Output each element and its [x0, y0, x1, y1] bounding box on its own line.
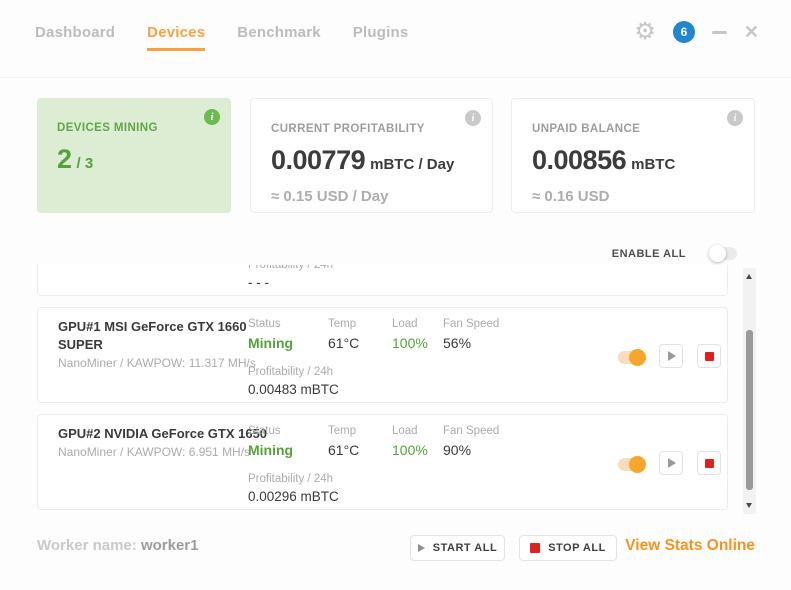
notification-badge[interactable]: 6	[672, 21, 695, 43]
unpaid-balance-unit: mBTC	[631, 156, 676, 173]
view-stats-online-link[interactable]: View Stats Online	[625, 537, 755, 554]
toggle-knob	[709, 245, 726, 262]
device-name: GPU#1 MSI GeForce GTX 1660 SUPER	[58, 319, 247, 352]
devices-mining-total: / 3	[76, 155, 94, 172]
title-bar: Dashboard Devices Benchmark Plugins ⚙ 6 …	[0, 0, 791, 78]
play-icon	[417, 544, 425, 552]
scrollbar-thumb[interactable]	[746, 330, 753, 490]
device-stop-button[interactable]	[697, 344, 721, 368]
info-icon[interactable]: i	[204, 109, 220, 125]
fan-speed-label: Fan Speed	[443, 425, 500, 437]
tab-devices[interactable]: Devices	[147, 24, 206, 51]
tab-dashboard[interactable]: Dashboard	[35, 24, 116, 41]
device-enable-toggle[interactable]	[618, 456, 646, 473]
profit-label: Profitability / 24h	[248, 265, 334, 271]
fan-speed-value: 56%	[443, 335, 472, 351]
stop-icon	[704, 351, 714, 361]
profitability-fiat: ≈ 0.15 USD / Day	[271, 188, 389, 205]
device-start-button[interactable]	[659, 344, 683, 368]
start-all-button[interactable]: START ALL	[410, 535, 505, 561]
device-row-partial: Profitability / 24h - - -	[37, 265, 728, 296]
scroll-up-icon[interactable]	[746, 274, 752, 279]
device-miner-info: NanoMiner / KAWPOW: 6.951 MH/s	[58, 445, 251, 459]
enable-all-toggle[interactable]	[709, 245, 737, 262]
status-value: Mining	[248, 442, 294, 458]
temp-value: 61°C	[328, 442, 360, 458]
tab-plugins[interactable]: Plugins	[352, 24, 409, 41]
play-icon	[668, 351, 676, 361]
profit-label: Profitability / 24h	[248, 473, 334, 485]
card-label: DEVICES MINING	[57, 122, 158, 134]
profit-value: - - -	[248, 275, 269, 290]
status-label: Status	[248, 425, 281, 437]
fan-speed-value: 90%	[443, 442, 472, 458]
enable-all-label: ENABLE ALL	[611, 248, 686, 260]
stop-all-button[interactable]: STOP ALL	[519, 535, 617, 561]
scrollbar[interactable]	[743, 268, 756, 514]
card-label: UNPAID BALANCE	[532, 123, 641, 135]
profitability-value: 0.00779	[271, 145, 366, 175]
close-icon[interactable]: ✕	[743, 22, 759, 42]
device-row-gpu1: GPU#1 MSI GeForce GTX 1660 SUPER NanoMin…	[37, 307, 728, 403]
worker-name: Worker name: worker1	[37, 537, 198, 554]
stop-icon	[704, 458, 714, 468]
footer: Worker name: worker1 START ALL STOP ALL …	[0, 518, 791, 590]
load-value: 100%	[392, 335, 428, 351]
toggle-knob	[629, 456, 646, 473]
worker-name-label: Worker name:	[37, 537, 137, 554]
device-miner-info: NanoMiner / KAWPOW: 11.317 MH/s	[58, 356, 256, 370]
load-label: Load	[392, 318, 418, 330]
stop-icon	[530, 543, 541, 553]
play-icon	[668, 458, 676, 468]
device-list: Profitability / 24h - - - GPU#1 MSI GeFo…	[0, 265, 740, 516]
temp-value: 61°C	[328, 335, 360, 351]
device-name: GPU#2 NVIDIA GeForce GTX 1650	[58, 426, 268, 441]
load-label: Load	[392, 425, 418, 437]
scroll-down-icon[interactable]	[746, 503, 752, 508]
stop-all-label: STOP ALL	[548, 542, 606, 554]
toggle-knob	[629, 349, 646, 366]
profitability-card: i CURRENT PROFITABILITY 0.00779 mBTC / D…	[250, 98, 493, 213]
worker-name-value: worker1	[140, 537, 199, 554]
profit-value: 0.00483 mBTC	[248, 382, 339, 397]
unpaid-balance-value: 0.00856	[532, 145, 627, 175]
settings-gear-icon[interactable]: ⚙	[634, 18, 656, 45]
info-icon[interactable]: i	[465, 110, 481, 126]
device-row-gpu2: GPU#2 NVIDIA GeForce GTX 1650 NanoMiner …	[37, 414, 728, 510]
load-value: 100%	[392, 442, 428, 458]
device-enable-toggle[interactable]	[618, 349, 646, 366]
minimize-icon[interactable]	[711, 30, 727, 34]
info-icon[interactable]: i	[727, 110, 743, 126]
unpaid-balance-card: i UNPAID BALANCE 0.00856 mBTC ≈ 0.16 USD	[511, 98, 755, 213]
status-label: Status	[248, 318, 281, 330]
status-value: Mining	[248, 335, 294, 351]
unpaid-balance-fiat: ≈ 0.16 USD	[532, 188, 610, 205]
device-start-button[interactable]	[659, 451, 683, 475]
profitability-unit: mBTC / Day	[370, 156, 455, 173]
start-all-label: START ALL	[432, 542, 498, 554]
main-nav: Dashboard Devices Benchmark Plugins	[35, 24, 408, 51]
profit-value: 0.00296 mBTC	[248, 489, 339, 504]
tab-benchmark[interactable]: Benchmark	[237, 24, 321, 41]
temp-label: Temp	[328, 318, 357, 330]
profit-label: Profitability / 24h	[248, 366, 334, 378]
fan-speed-label: Fan Speed	[443, 318, 500, 330]
devices-mining-card: i DEVICES MINING 2 / 3	[37, 98, 231, 213]
devices-mining-value: 2	[57, 144, 72, 174]
card-label: CURRENT PROFITABILITY	[271, 123, 425, 135]
device-stop-button[interactable]	[697, 451, 721, 475]
temp-label: Temp	[328, 425, 357, 437]
